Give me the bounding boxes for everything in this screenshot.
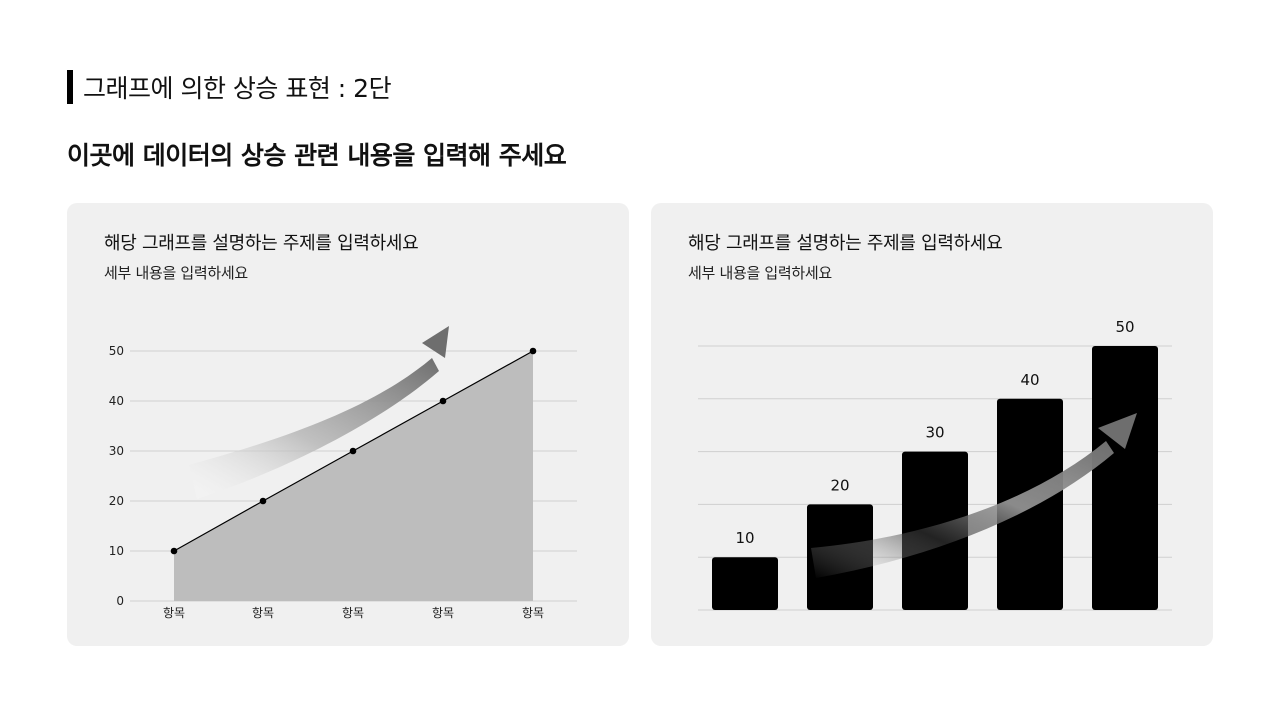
up-right-arrow-icon [422,326,449,358]
bar-chart: 10 20 30 40 50 [698,318,1172,611]
data-point [259,497,267,505]
y-tick-label: 50 [109,344,124,358]
headline: 이곳에 데이터의 상승 관련 내용을 입력해 주세요 [67,141,567,170]
data-point [439,397,447,405]
area-fill [174,351,533,601]
section-title-text: 그래프에 의한 상승 표현 : 2단 [83,74,392,103]
data-label: 30 [925,424,944,442]
card-title: 해당 그래프를 설명하는 주제를 입력하세요 [688,233,1003,254]
data-label: 40 [1020,371,1039,389]
data-point [529,347,537,355]
data-point [349,447,357,455]
y-tick-label: 0 [116,594,124,608]
card-subtitle: 세부 내용을 입력하세요 [688,264,832,282]
x-tick-label: 항목 [163,606,185,620]
x-tick-label: 항목 [342,606,364,620]
bar [712,557,778,610]
title-accent-bar [67,70,73,104]
bar [1092,346,1158,610]
card-subtitle: 세부 내용을 입력하세요 [104,264,248,282]
data-label: 50 [1115,318,1134,336]
trend-arrow-shaft [811,441,1114,578]
card-title: 해당 그래프를 설명하는 주제를 입력하세요 [104,233,419,254]
data-point [170,547,178,555]
section-title: 그래프에 의한 상승 표현 : 2단 [67,70,392,104]
data-label: 10 [735,529,754,547]
data-label: 20 [830,476,849,494]
trend-arrow-shaft [189,358,439,499]
y-tick-label: 30 [109,444,124,458]
area-chart: 0 10 20 30 40 50 항목 항목 항목 항목 항목 [109,326,577,620]
y-tick-label: 20 [109,494,124,508]
x-tick-label: 항목 [522,606,544,620]
x-tick-label: 항목 [252,606,274,620]
card-area-chart: 해당 그래프를 설명하는 주제를 입력하세요 세부 내용을 입력하세요 0 10 2… [67,203,629,646]
y-tick-label: 10 [109,544,124,558]
card-bar-chart: 해당 그래프를 설명하는 주제를 입력하세요 세부 내용을 입력하세요 10 20… [651,203,1213,646]
y-tick-label: 40 [109,394,124,408]
x-tick-label: 항목 [432,606,454,620]
up-right-arrow-icon [1098,413,1137,449]
